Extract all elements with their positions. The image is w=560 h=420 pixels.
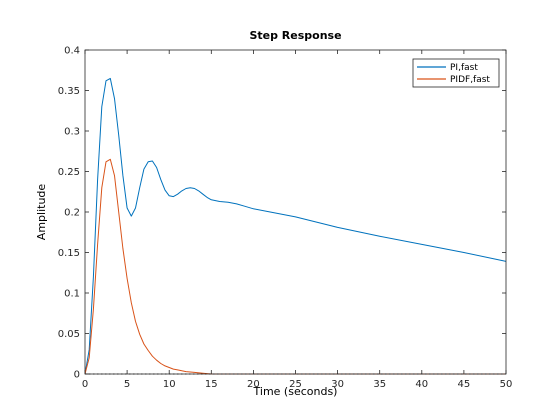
x-tick-label: 5	[124, 379, 130, 390]
y-tick-label: 0.2	[64, 208, 80, 219]
x-tick-label: 30	[331, 379, 344, 390]
y-tick-label: 0.05	[58, 329, 80, 340]
legend: PI,fast PIDF,fast	[412, 58, 500, 88]
y-tick-label: 0.15	[58, 248, 80, 259]
x-tick-label: 0	[82, 379, 88, 390]
x-tick-label: 10	[163, 379, 176, 390]
y-tick-label: 0.1	[64, 289, 80, 300]
x-tick-label: 15	[205, 379, 218, 390]
x-tick-label: 40	[415, 379, 428, 390]
y-tick-label: 0	[74, 370, 80, 381]
legend-box	[412, 58, 500, 88]
series-layer	[84, 77, 507, 375]
y-tick-label: 0.25	[58, 167, 80, 178]
series-line	[84, 158, 506, 375]
x-tick-label: 50	[500, 379, 513, 390]
plot-area	[85, 50, 506, 374]
axes-box	[84, 49, 507, 375]
series-line	[84, 77, 507, 375]
legend-label: PIDF,fast	[450, 75, 490, 85]
ticks-layer: 0 5 10 15 20 25 30 35 40 45 50 0 0.05 0.1 0.15 0.2 0.25 0…	[58, 46, 513, 391]
x-tick-label: 20	[247, 379, 260, 390]
y-tick-label: 0.3	[64, 127, 80, 138]
x-axis-label: Time (seconds)	[253, 385, 338, 398]
legend-label: PI,fast	[450, 63, 478, 73]
y-tick-label: 0.35	[58, 86, 80, 97]
x-tick-label: 25	[289, 379, 302, 390]
x-tick-label: 45	[458, 379, 471, 390]
chart-title: Step Response	[249, 29, 341, 42]
x-tick-label: 35	[373, 379, 386, 390]
y-tick-label: 0.4	[64, 46, 80, 57]
y-axis-label: Amplitude	[35, 184, 48, 241]
